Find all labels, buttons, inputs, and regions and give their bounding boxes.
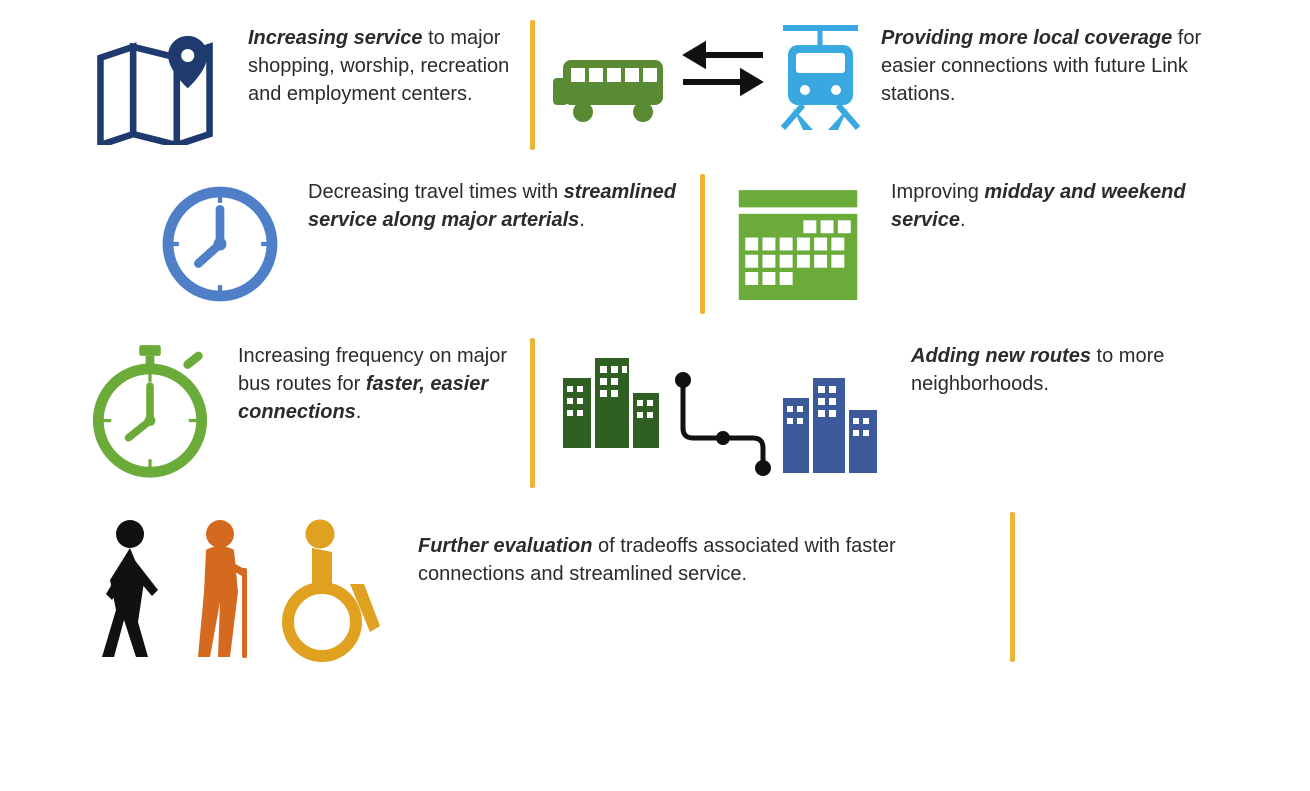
item-frequency: Increasing frequency on major bus routes… (80, 338, 520, 488)
item-5-text: Increasing frequency on major bus routes… (238, 338, 520, 426)
divider (530, 338, 535, 488)
item-midday-weekend: Improving midday and weekend service. (723, 174, 1250, 314)
item-6-text: Adding new routes to more neighborhoods. (911, 338, 1250, 398)
item-4-text: Improving midday and weekend service. (891, 174, 1250, 234)
item-2-bold: Providing more local coverage (881, 27, 1172, 49)
item-7-bold: Further evaluation (418, 535, 592, 557)
item-1-text: Increasing service to major shopping, wo… (248, 20, 520, 108)
map-pin-icon (80, 20, 230, 150)
item-3-pre: Decreasing travel times with (308, 181, 564, 203)
row-2: Decreasing travel times with streamlined… (80, 174, 1250, 314)
divider (530, 20, 535, 150)
item-increasing-service: Increasing service to major shopping, wo… (80, 20, 520, 150)
item-2-text: Providing more local coverage for easier… (881, 20, 1250, 108)
item-3-post: . (579, 209, 585, 231)
accessibility-people-icon (80, 512, 400, 662)
item-local-coverage: Providing more local coverage for easier… (553, 20, 1250, 140)
item-6-bold: Adding new routes (911, 345, 1091, 367)
item-4-post: . (960, 209, 966, 231)
item-further-evaluation: Further evaluation of tradeoffs associat… (80, 512, 1000, 662)
row-3: Increasing frequency on major bus routes… (80, 338, 1250, 488)
item-4-pre: Improving (891, 181, 984, 203)
clock-icon (150, 174, 290, 314)
item-3-text: Decreasing travel times with streamlined… (308, 174, 690, 234)
calendar-icon (723, 174, 873, 314)
item-new-routes: Adding new routes to more neighborhoods. (553, 338, 1250, 488)
item-5-post: . (356, 401, 362, 423)
item-7-text: Further evaluation of tradeoffs associat… (418, 512, 1000, 588)
city-route-icon (553, 338, 893, 488)
row-4: Further evaluation of tradeoffs associat… (80, 512, 1250, 662)
row-1: Increasing service to major shopping, wo… (80, 20, 1250, 150)
item-streamlined: Decreasing travel times with streamlined… (80, 174, 690, 314)
item-1-bold: Increasing service (248, 27, 423, 49)
bus-train-transfer-icon (553, 20, 863, 140)
stopwatch-icon (80, 338, 220, 488)
divider (1010, 512, 1015, 662)
divider (700, 174, 705, 314)
